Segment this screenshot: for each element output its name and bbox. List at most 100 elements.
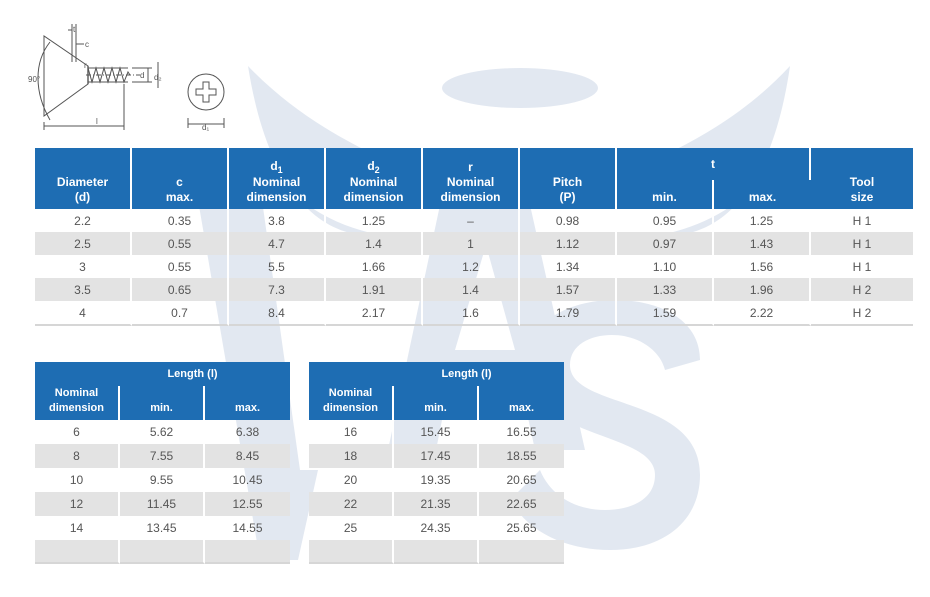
label-r: r [84, 61, 87, 70]
cell: 5.5 [229, 255, 326, 278]
cell: 8.45 [205, 444, 290, 468]
cell: 1.91 [326, 278, 423, 301]
screw-head-top-view [187, 73, 225, 111]
cell: 8 [35, 444, 120, 468]
cell: 2.5 [35, 232, 132, 255]
cell: 1.4 [326, 232, 423, 255]
cell: 0.65 [132, 278, 229, 301]
cell: 11.45 [120, 492, 205, 516]
header-length-max: max. [479, 386, 564, 420]
table-row: 12 11.45 12.55 [35, 492, 290, 516]
table-row: 2.5 0.55 4.7 1.4 1 1.12 0.97 1.43 H 1 [35, 232, 913, 255]
table-row: 22 21.35 22.65 [309, 492, 564, 516]
cell: 18 [309, 444, 394, 468]
cell: 19.35 [394, 468, 479, 492]
cell [205, 540, 290, 564]
table-row: 20 19.35 20.65 [309, 468, 564, 492]
cell: 1.56 [714, 255, 811, 278]
label-angle: 90° [28, 75, 40, 84]
cell: H 1 [852, 213, 872, 228]
cell [394, 540, 479, 564]
cell: 1.59 [617, 301, 714, 326]
header-length-min: min. [394, 386, 479, 420]
header-length-group: Length (l) [309, 362, 564, 386]
table-row: 25 24.35 25.65 [309, 516, 564, 540]
header-d2: d2 Nominal dimension [326, 148, 423, 209]
phillips-recess [195, 81, 217, 103]
cell: 1.57 [520, 278, 617, 301]
table-row: 10 9.55 10.45 [35, 468, 290, 492]
cell: 1.12 [520, 232, 617, 255]
cell: 17.45 [394, 444, 479, 468]
cell: 1.25 [326, 209, 423, 232]
length-table-right: Length (l) Nominal dimension min. max. 16… [309, 362, 564, 564]
cell: 3 [35, 255, 132, 278]
cell: 1.2 [423, 255, 520, 278]
cell: 5.62 [120, 420, 205, 444]
blank-row [309, 540, 564, 564]
cell: 7.55 [120, 444, 205, 468]
cell: 1.25 [714, 209, 811, 232]
dimensions-rows: 2.2 0.35 3.8 1.25–0.98 0.95 1.25 H 1 2.5 0.55 4.… [35, 209, 913, 326]
screw-technical-drawing: t c 90° r d d₂ l d₁ [28, 24, 225, 132]
label-c: c [85, 40, 89, 49]
table-row: 3 0.55 5.5 1.66 1.2 1.34 1.10 1.56 H 1 [35, 255, 913, 278]
header-t: t [617, 148, 811, 181]
cell: 20.65 [506, 473, 537, 487]
cell: 1.96 [714, 278, 811, 301]
cell: 14.55 [232, 521, 263, 535]
cell: 0.98 [520, 209, 617, 232]
cell: 0.97 [617, 232, 714, 255]
cell: 0.95 [617, 209, 714, 232]
cell: 1.4 [423, 278, 520, 301]
cell: 0.7 [132, 301, 229, 326]
header-length-group: Length (l) [35, 362, 290, 386]
cell [309, 540, 394, 564]
label-l: l [96, 117, 98, 126]
cell: 6.38 [235, 425, 260, 439]
cell [479, 540, 564, 564]
cell: 9.55 [120, 468, 205, 492]
cell: H 2 [811, 278, 913, 301]
cell: 4 [35, 301, 132, 326]
angle-arc [37, 41, 51, 121]
cell: 1.10 [617, 255, 714, 278]
label-d2: d₂ [154, 73, 162, 82]
cell: 3.8 [229, 209, 326, 232]
cell: 6 [35, 420, 120, 444]
cell: 25.65 [506, 521, 537, 535]
cell: 25 [309, 516, 394, 540]
cell: H 1 [811, 232, 913, 255]
table-row: 2.2 0.35 3.8 1.25–0.98 0.95 1.25 H 1 [35, 209, 913, 232]
cell: 20 [309, 468, 394, 492]
table-row: 18 17.45 18.55 [309, 444, 564, 468]
cell: 12.55 [205, 492, 290, 516]
table-row: 8 7.55 8.45 [35, 444, 290, 468]
table-row: 3.5 0.65 7.3 1.91 1.4 1.57 1.33 1.96 H 2 [35, 278, 913, 301]
header-nominal-dimension: Nominal dimension [309, 386, 394, 420]
cell: 21.35 [394, 492, 479, 516]
header-d1: d1 Nominal dimension [229, 148, 326, 209]
watermark-halo [442, 68, 598, 108]
cell: 2.17 [326, 301, 423, 326]
cell: 10 [35, 468, 120, 492]
label-t: t [73, 25, 76, 34]
cell: 1.6 [423, 301, 520, 326]
table-row: 4 0.7 8.4 2.17 1.6 1.79 1.59 2.22 H 2 [35, 301, 913, 326]
cell: 24.35 [394, 516, 479, 540]
header-c: c max. [132, 148, 229, 209]
dimensions-table: Diameter (d) c max. d1 Nominal dimension d2 N… [35, 148, 913, 326]
cell [35, 540, 120, 564]
cell: 1.43 [714, 232, 811, 255]
header-r: r Nominal dimension [423, 148, 520, 209]
cell: 10.45 [232, 473, 263, 487]
blank-row [35, 540, 290, 564]
cell: 13.45 [120, 516, 205, 540]
cell: 18.55 [479, 444, 564, 468]
screw-head-outline [43, 35, 89, 117]
header-t-min: min. [617, 180, 714, 209]
cell: H 1 [852, 259, 872, 274]
cell: 0.55 [132, 255, 229, 278]
header-length-max: max. [205, 386, 290, 420]
label-d: d [140, 71, 144, 80]
